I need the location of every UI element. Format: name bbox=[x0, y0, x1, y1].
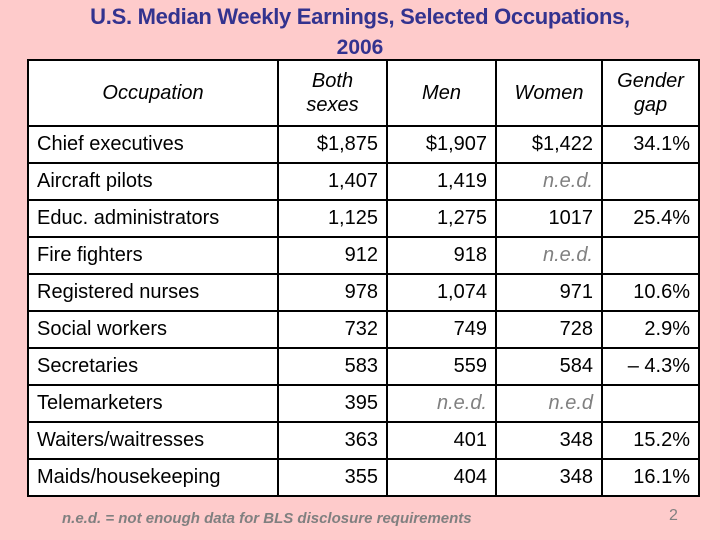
cell-gap bbox=[601, 236, 700, 275]
cell-men: 559 bbox=[386, 347, 497, 386]
cell-gap: – 4.3% bbox=[601, 347, 700, 386]
cell-occupation: Aircraft pilots bbox=[27, 162, 279, 201]
cell-women: 971 bbox=[495, 273, 603, 312]
cell-both: 978 bbox=[277, 273, 388, 312]
table-row: Maids/housekeeping 355 404 348 16.1% bbox=[27, 458, 700, 497]
cell-both: 1,125 bbox=[277, 199, 388, 238]
cell-men: 401 bbox=[386, 421, 497, 460]
cell-women: 348 bbox=[495, 458, 603, 497]
cell-men: 404 bbox=[386, 458, 497, 497]
header-men: Men bbox=[386, 59, 497, 127]
cell-men: 918 bbox=[386, 236, 497, 275]
table-row: Secretaries 583 559 584– 4.3% bbox=[27, 347, 700, 386]
table-row: Fire fighters 912 918 n.e.d. bbox=[27, 236, 700, 275]
cell-both: 395 bbox=[277, 384, 388, 423]
cell-men: 749 bbox=[386, 310, 497, 349]
page-number: 2 bbox=[669, 507, 678, 524]
header-occupation: Occupation bbox=[27, 59, 279, 127]
table-row: Registered nurses 978 1,074 971 10.6% bbox=[27, 273, 700, 312]
cell-occupation: Chief executives bbox=[27, 125, 279, 164]
cell-both: $1,875 bbox=[277, 125, 388, 164]
cell-occupation: Social workers bbox=[27, 310, 279, 349]
cell-women: 728 bbox=[495, 310, 603, 349]
cell-occupation: Registered nurses bbox=[27, 273, 279, 312]
cell-both: 1,407 bbox=[277, 162, 388, 201]
table-header-row: Occupation Both sexes Men Women Gender g… bbox=[27, 59, 700, 127]
page-title: U.S. Median Weekly Earnings, Selected Oc… bbox=[90, 4, 630, 29]
cell-occupation: Waiters/waitresses bbox=[27, 421, 279, 460]
table-row: Waiters/waitresses 363 401 348 15.2% bbox=[27, 421, 700, 460]
cell-women: 1017 bbox=[495, 199, 603, 238]
cell-women: $1,422 bbox=[495, 125, 603, 164]
cell-both: 583 bbox=[277, 347, 388, 386]
cell-gap: 34.1% bbox=[601, 125, 700, 164]
cell-occupation: Fire fighters bbox=[27, 236, 279, 275]
cell-occupation: Educ. administrators bbox=[27, 199, 279, 238]
cell-gap: 25.4% bbox=[601, 199, 700, 238]
cell-gap: 2.9% bbox=[601, 310, 700, 349]
page-title-year: 2006 bbox=[336, 36, 384, 59]
header-gender-gap-label: Gender gap bbox=[617, 70, 684, 116]
table-row: Telemarketers 395 n.e.d. n.e.d bbox=[27, 384, 700, 423]
cell-occupation: Telemarketers bbox=[27, 384, 279, 423]
cell-occupation: Maids/housekeeping bbox=[27, 458, 279, 497]
cell-women: n.e.d. bbox=[495, 162, 603, 201]
cell-women: 584 bbox=[495, 347, 603, 386]
cell-both: 363 bbox=[277, 421, 388, 460]
table-row: Aircraft pilots 1,407 1,419 n.e.d. bbox=[27, 162, 700, 201]
cell-both: 355 bbox=[277, 458, 388, 497]
earnings-table: Occupation Both sexes Men Women Gender g… bbox=[27, 59, 700, 497]
cell-men: n.e.d. bbox=[386, 384, 497, 423]
header-both-sexes: Both sexes bbox=[277, 59, 388, 127]
cell-men: 1,275 bbox=[386, 199, 497, 238]
cell-gap: 15.2% bbox=[601, 421, 700, 460]
header-both-sexes-label: Both sexes bbox=[306, 70, 359, 116]
cell-women: n.e.d bbox=[495, 384, 603, 423]
header-gender-gap: Gender gap bbox=[601, 59, 700, 127]
cell-gap bbox=[601, 162, 700, 201]
cell-men: 1,074 bbox=[386, 273, 497, 312]
cell-both: 912 bbox=[277, 236, 388, 275]
table-row: Social workers 732 749 728 2.9% bbox=[27, 310, 700, 349]
cell-gap: 10.6% bbox=[601, 273, 700, 312]
footnote: n.e.d. = not enough data for BLS disclos… bbox=[62, 510, 472, 527]
cell-women: n.e.d. bbox=[495, 236, 603, 275]
cell-women: 348 bbox=[495, 421, 603, 460]
cell-both: 732 bbox=[277, 310, 388, 349]
cell-occupation: Secretaries bbox=[27, 347, 279, 386]
table-row: Educ. administrators 1,125 1,275 1017 25.4% bbox=[27, 199, 700, 238]
cell-gap: 16.1% bbox=[601, 458, 700, 497]
cell-men: 1,419 bbox=[386, 162, 497, 201]
table-row: Chief executives $1,875 $1,907 $1,422 34.1% bbox=[27, 125, 700, 164]
cell-gap bbox=[601, 384, 700, 423]
cell-men: $1,907 bbox=[386, 125, 497, 164]
header-women: Women bbox=[495, 59, 603, 127]
